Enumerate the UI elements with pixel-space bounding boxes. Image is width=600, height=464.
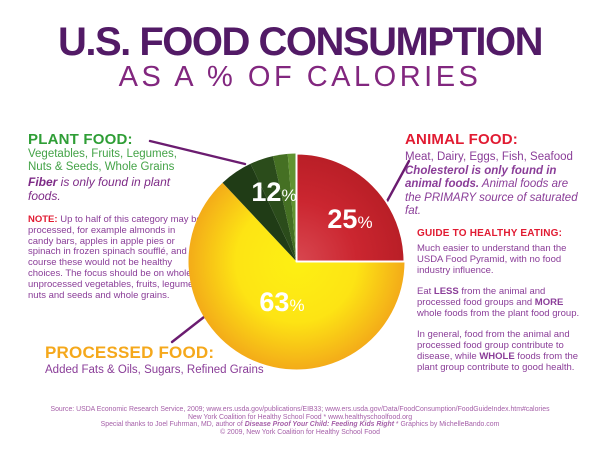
less-word: LESS: [433, 286, 459, 297]
processed-food-heading: PROCESSED FOOD:: [45, 343, 215, 362]
note-label: NOTE:: [28, 214, 58, 225]
pie-slice-plant-food: [287, 153, 297, 262]
pie-slice-value-label: 63%: [259, 287, 304, 317]
pie-slice-plant-food: [222, 163, 297, 262]
pie-slice-plant-food: [272, 153, 297, 262]
cholesterol-word: Cholesterol: [405, 164, 469, 177]
animal-food-heading: ANIMAL FOOD:: [405, 131, 518, 148]
pie-slice-value-label: 25%: [327, 204, 372, 234]
guide-p3-seg: foods from the plant group contribute to…: [417, 351, 579, 373]
processed-food-section: PROCESSED FOOD: Added Fats & Oils, Sugar…: [45, 343, 264, 376]
footer-credits-post: * Graphics by MichelleBando.com: [394, 421, 500, 429]
pie-slice-processed-food: [188, 182, 405, 370]
note-text: Up to half of this category may be proce…: [28, 214, 202, 301]
page-subtitle: AS A % OF CALORIES: [118, 61, 482, 93]
plant-food-heading: PLANT FOOD:: [28, 131, 133, 148]
guide-paragraph-3: In general, food from the animal and pro…: [417, 329, 580, 373]
animal-food-line1: Meat, Dairy, Eggs, Fish, Seafood: [405, 151, 573, 163]
saturated-fat-note: Animal foods are the PRIMARY source of s…: [405, 178, 578, 217]
plant-food-fiber-note: Fiber is only found in plant foods.: [28, 175, 204, 203]
pie-slice-plant-food: [250, 156, 297, 262]
guide-paragraph-1: Much easier to understand than the USDA …: [417, 243, 567, 276]
guide-paragraph-2: Eat LESS from the animal and processed f…: [417, 286, 580, 319]
whole-word: WHOLE: [479, 351, 515, 362]
plant-food-section: PLANT FOOD: Vegetables, Fruits, Legumes,…: [28, 131, 204, 301]
fiber-rest: is only found in plant foods.: [28, 175, 171, 203]
page-title: U.S. FOOD CONSUMPTION: [57, 20, 544, 64]
plant-food-note: NOTE: Up to half of this category may be…: [28, 214, 202, 301]
footer-copyright-line: © 2009, New York Coalition for Healthy S…: [220, 428, 380, 436]
cholesterol-rest: is only found in animal foods.: [405, 164, 557, 191]
footer-credits-pre: Special thanks to Joel Fuhrman, MD, auth…: [100, 421, 245, 429]
footer-coalition-line: New York Coalition for Healthy School Fo…: [187, 413, 413, 421]
footer-source-line: Source: USDA Economic Research Service, …: [50, 406, 550, 413]
fiber-word: Fiber: [28, 175, 58, 189]
pie-slice-value-label: 12%: [251, 177, 296, 207]
header: U.S. FOOD CONSUMPTION AS A % OF CALORIES: [0, 22, 600, 92]
footer: Source: USDA Economic Research Service, …: [0, 406, 600, 436]
guide-section: GUIDE TO HEALTHY EATING: Much easier to …: [417, 228, 580, 383]
plant-food-line2: Nuts & Seeds, Whole Grains: [28, 160, 175, 173]
pie-chart-svg: 25% 63% 12%: [188, 152, 406, 370]
pie-slice-animal-food: [295, 152, 406, 263]
guide-p2-seg: from the animal and processed food group…: [417, 286, 546, 308]
processed-food-subtitle: Added Fats & Oils, Sugars, Refined Grain…: [45, 364, 264, 376]
plant-food-line1: Vegetables, Fruits, Legumes,: [28, 148, 177, 160]
pie-chart: 25% 63% 12%: [188, 152, 406, 370]
animal-food-section: ANIMAL FOOD: Meat, Dairy, Eggs, Fish, Se…: [405, 131, 580, 219]
animal-food-body: Meat, Dairy, Eggs, Fish, Seafood Cholest…: [405, 151, 580, 219]
guide-p3-seg: In general, food from the animal and pro…: [417, 329, 570, 362]
guide-heading: GUIDE TO HEALTHY EATING:: [417, 228, 563, 239]
guide-p2-seg: whole foods from the plant food group.: [417, 308, 580, 319]
more-word: MORE: [534, 297, 564, 308]
footer-credits-line: Special thanks to Joel Fuhrman, MD, auth…: [0, 421, 600, 429]
guide-p2-seg: Eat: [417, 286, 434, 297]
footer-book-title: Disease Proof Your Child: Feeding Kids R…: [244, 421, 394, 429]
